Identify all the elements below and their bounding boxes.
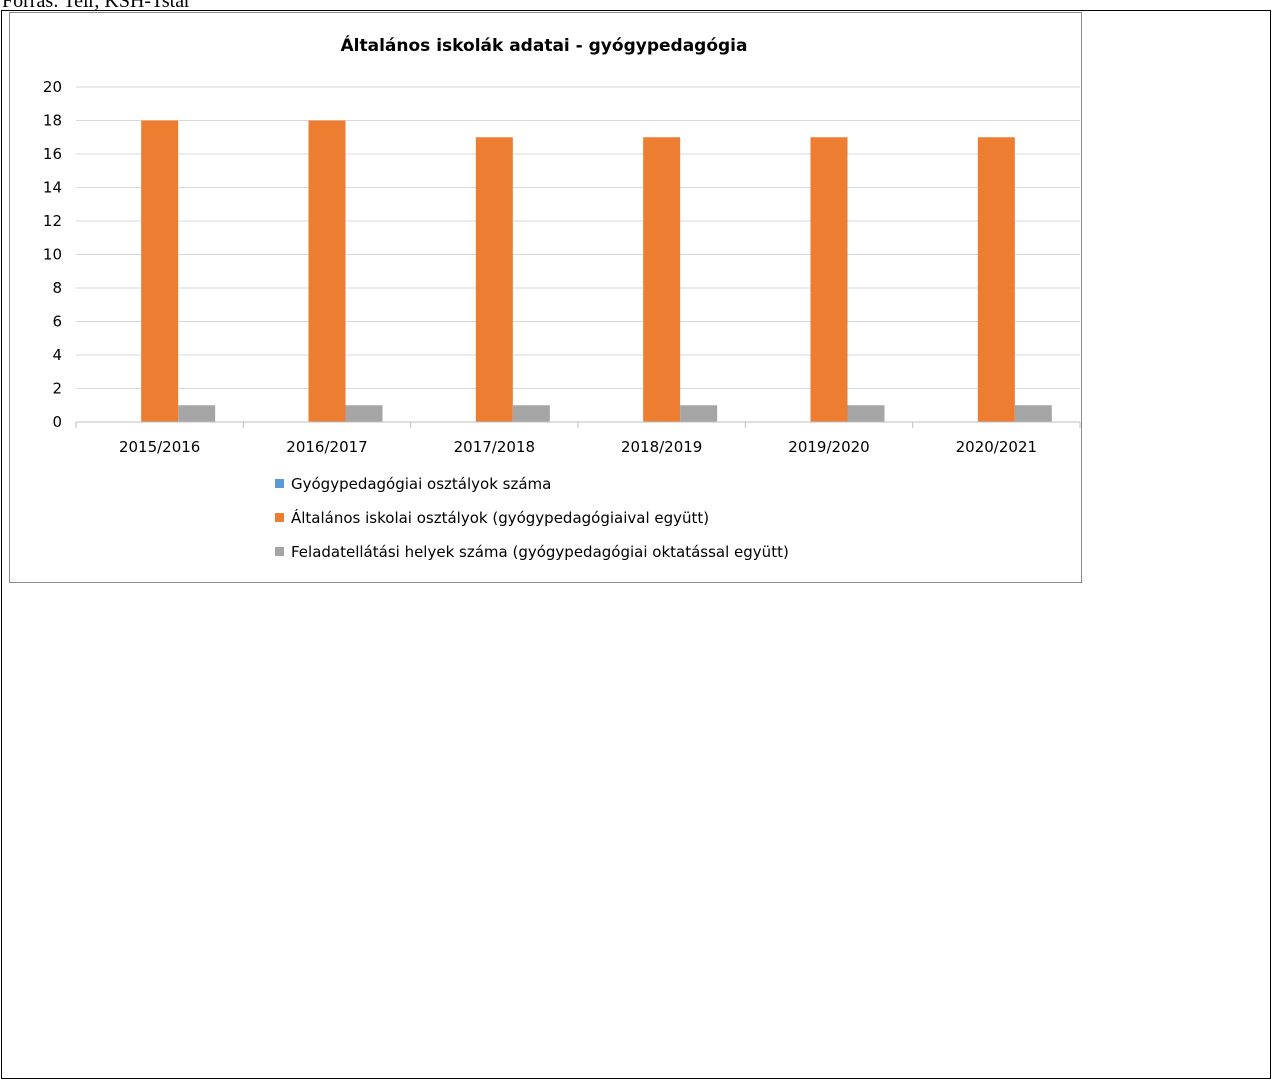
y-tick-label: 10 — [43, 246, 62, 264]
y-tick-label: 14 — [43, 179, 62, 197]
x-tick-label: 2018/2019 — [621, 438, 702, 456]
bar-3-2015-2016 — [178, 405, 216, 422]
bar-2-2015-2016 — [141, 120, 179, 422]
bar-2-2017-2018 — [475, 137, 513, 422]
legend-label: Gyógypedagógiai osztályok száma — [291, 475, 551, 493]
y-tick-label: 20 — [43, 78, 62, 96]
bar-3-2019-2020 — [847, 405, 885, 422]
chart-title: Általános iskolák adatai - gyógypedagógi… — [341, 34, 748, 56]
x-tick-label: 2016/2017 — [286, 438, 367, 456]
bar-2-2018-2019 — [643, 137, 681, 422]
y-tick-label: 18 — [43, 112, 62, 130]
y-tick-label: 4 — [52, 346, 62, 364]
bar-2-2019-2020 — [810, 137, 848, 422]
y-axis-ticks: 0 2 4 6 8 10 12 14 16 18 20 — [43, 78, 62, 431]
y-tick-label: 6 — [52, 313, 62, 331]
chart-container: Általános iskolák adatai - gyógypedagógi… — [9, 12, 1082, 583]
bars — [141, 120, 1052, 422]
legend-label: Feladatellátási helyek száma (gyógypedag… — [291, 543, 789, 561]
table-cell-frame — [1, 10, 1271, 1079]
y-tick-label: 16 — [43, 145, 62, 163]
x-tick-label: 2019/2020 — [788, 438, 869, 456]
legend-swatch — [275, 479, 284, 488]
gridlines — [76, 86, 1080, 389]
bar-2-2016-2017 — [308, 120, 346, 422]
y-tick-label: 12 — [43, 212, 62, 230]
bar-3-2017-2018 — [512, 405, 550, 422]
x-tick-label: 2015/2016 — [119, 438, 200, 456]
y-tick-label: 8 — [52, 279, 62, 297]
legend-swatch — [275, 513, 284, 522]
x-tick-label: 2020/2021 — [956, 438, 1037, 456]
x-tick-label: 2017/2018 — [454, 438, 535, 456]
bar-chart: Általános iskolák adatai - gyógypedagógi… — [43, 34, 1081, 561]
bar-2-2020-2021 — [977, 137, 1015, 422]
legend-label: Általános iskolai osztályok (gyógypedagó… — [291, 508, 709, 527]
y-tick-label: 2 — [52, 380, 62, 398]
legend: Gyógypedagógiai osztályok száma Általános… — [275, 475, 789, 561]
bar-3-2020-2021 — [1014, 405, 1052, 422]
source-note: Forrás: Teir, KSH-Tstar — [2, 0, 191, 12]
x-axis: 2015/2016 2016/2017 2017/2018 2018/2019 2019… — [75, 421, 1081, 456]
y-tick-label: 0 — [52, 413, 62, 431]
bar-3-2016-2017 — [345, 405, 383, 422]
bar-3-2018-2019 — [680, 405, 718, 422]
legend-swatch — [275, 547, 284, 556]
